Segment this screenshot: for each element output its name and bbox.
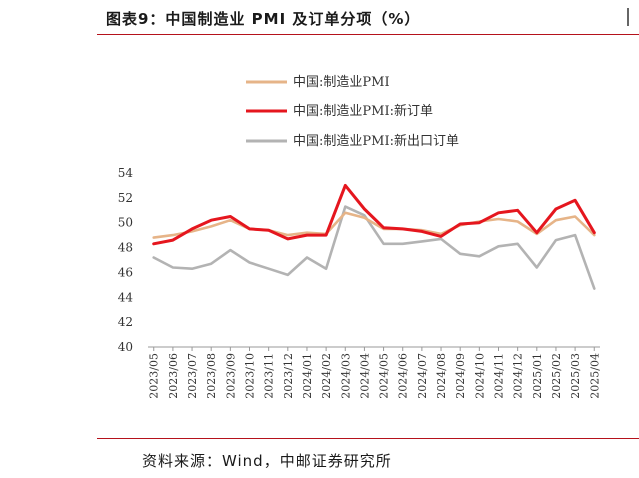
x-tick-label: 2023/10 xyxy=(244,353,257,399)
x-tick-label: 2023/06 xyxy=(167,353,180,399)
x-tick-label: 2023/08 xyxy=(205,353,218,399)
source-note: 资料来源：Wind，中邮证券研究所 xyxy=(142,452,392,470)
corner-mark xyxy=(627,8,639,26)
x-tick-label: 2025/04 xyxy=(588,353,601,399)
title-bar: 图表9：中国制造业 PMI 及订单分项（%） xyxy=(0,0,639,36)
series-layer xyxy=(152,183,596,290)
legend-label-new-orders: 中国:制造业PMI:新订单 xyxy=(293,103,433,119)
x-tick-label: 2024/12 xyxy=(512,353,525,399)
y-axis: 54 52 50 48 46 44 42 40 xyxy=(118,166,134,354)
x-tick-label: 2023/11 xyxy=(263,353,276,399)
y-tick-label: 54 xyxy=(118,166,134,180)
x-tick-label: 2024/06 xyxy=(397,353,410,399)
x-tick-label: 2023/12 xyxy=(282,353,295,399)
series-line-pmi xyxy=(152,211,596,239)
x-tick-label: 2024/02 xyxy=(320,353,333,399)
bottom-divider xyxy=(97,438,639,439)
y-tick-label: 50 xyxy=(118,216,133,230)
y-tick-label: 52 xyxy=(118,191,133,205)
x-tick-label: 2024/01 xyxy=(301,353,314,399)
y-tick-label: 40 xyxy=(118,340,133,354)
x-tick-label: 2025/02 xyxy=(550,353,563,399)
x-axis: 2023/05 2023/06 2023/07 2023/08 2023/09 2023/… xyxy=(148,346,601,399)
legend-label-new-export-orders: 中国:制造业PMI:新出口订单 xyxy=(293,133,459,149)
x-tick-label: 2024/07 xyxy=(416,353,429,399)
x-tick-label: 2024/09 xyxy=(454,353,467,399)
legend: 中国:制造业PMI 中国:制造业PMI:新订单 中国:制造业PMI:新出口订单 xyxy=(246,75,459,149)
x-tick-label: 2023/05 xyxy=(148,353,161,399)
x-tick-label: 2024/11 xyxy=(492,353,505,399)
x-tick-label: 2024/04 xyxy=(358,353,371,399)
y-tick-label: 42 xyxy=(118,315,133,329)
x-tick-label: 2024/05 xyxy=(378,353,391,399)
x-tick-label: 2024/10 xyxy=(473,353,486,399)
x-tick-label: 2023/09 xyxy=(224,353,237,399)
y-tick-label: 48 xyxy=(118,241,133,255)
y-tick-label: 44 xyxy=(118,290,134,304)
x-tick-label: 2023/07 xyxy=(186,353,199,399)
series-line-new-export-orders xyxy=(152,205,596,290)
y-tick-label: 46 xyxy=(118,265,133,279)
x-tick-label: 2024/03 xyxy=(339,353,352,399)
title-divider xyxy=(97,34,639,35)
x-tick-label: 2025/01 xyxy=(531,353,544,399)
figure-title: 图表9：中国制造业 PMI 及订单分项（%） xyxy=(106,10,421,28)
series-line-new-orders xyxy=(152,183,596,246)
legend-label-pmi: 中国:制造业PMI xyxy=(293,75,390,90)
x-tick-label: 2024/08 xyxy=(435,353,448,399)
x-tick-label: 2025/03 xyxy=(569,353,582,399)
